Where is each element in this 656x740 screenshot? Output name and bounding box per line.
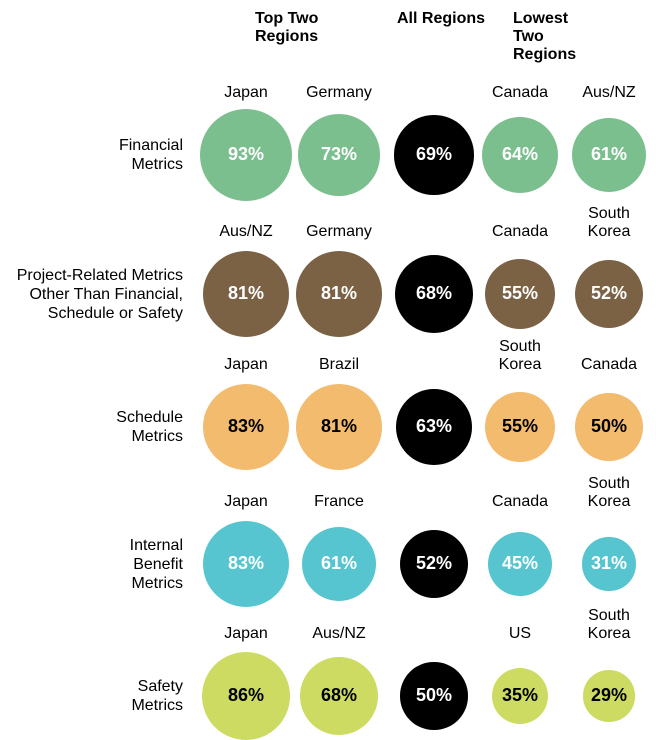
- bubble: 86%: [201, 651, 291, 740]
- bubble: 61%: [571, 117, 647, 193]
- value-label: 52%: [590, 283, 627, 304]
- row-label: Financial Metrics: [118, 137, 183, 173]
- region-label: Germany: [306, 223, 372, 240]
- bubble: 31%: [582, 537, 636, 591]
- value-label: 83%: [227, 416, 264, 437]
- bubble: 81%: [296, 384, 382, 470]
- region-label: South Korea: [587, 475, 631, 510]
- region-label: Japan: [224, 625, 268, 642]
- bubble: 50%: [400, 662, 468, 730]
- row-label: Project-Related Metrics Other Than Finan…: [16, 266, 183, 322]
- row-label: Schedule Metrics: [116, 409, 183, 445]
- value-label: 61%: [320, 553, 357, 574]
- bubble: 83%: [202, 520, 290, 608]
- region-label: South Korea: [587, 607, 631, 642]
- value-label: 55%: [501, 283, 538, 304]
- bubble: 69%: [394, 115, 474, 195]
- value-label: 52%: [415, 553, 452, 574]
- value-label: 31%: [590, 553, 627, 574]
- value-label: 45%: [501, 553, 538, 574]
- bubble: 45%: [488, 532, 552, 596]
- region-label: US: [508, 625, 532, 642]
- value-label: 61%: [590, 144, 627, 165]
- bubble: 81%: [296, 251, 382, 337]
- bubble: 68%: [394, 254, 474, 334]
- value-label: 64%: [501, 144, 538, 165]
- value-label: 81%: [320, 283, 357, 304]
- bubble: 81%: [203, 251, 289, 337]
- value-label: 35%: [501, 685, 538, 706]
- region-label: South Korea: [498, 338, 542, 373]
- region-label: South Korea: [587, 205, 631, 240]
- value-label: 68%: [320, 685, 357, 706]
- bubble: 52%: [574, 259, 644, 329]
- value-label: 81%: [227, 283, 264, 304]
- bubble: 64%: [481, 116, 559, 194]
- value-label: 86%: [227, 685, 264, 706]
- value-label: 50%: [415, 685, 452, 706]
- region-label: Germany: [306, 84, 372, 101]
- bubble: 50%: [575, 393, 643, 461]
- bubble: 55%: [484, 258, 556, 330]
- bubble: 55%: [484, 391, 556, 463]
- bubble: 63%: [396, 389, 472, 465]
- value-label: 68%: [415, 283, 452, 304]
- column-header: Top Two Regions: [255, 10, 319, 45]
- region-label: Japan: [224, 356, 268, 373]
- bubble: 29%: [583, 670, 635, 722]
- bubble: 52%: [399, 529, 469, 599]
- value-label: 55%: [501, 416, 538, 437]
- bubble: 83%: [202, 383, 290, 471]
- region-label: Japan: [224, 84, 268, 101]
- bubble: 68%: [299, 656, 379, 736]
- region-label: Aus/NZ: [219, 223, 273, 240]
- bubble: 35%: [491, 667, 549, 725]
- region-label: Canada: [491, 84, 549, 101]
- region-label: Canada: [491, 223, 549, 240]
- value-label: 73%: [320, 144, 357, 165]
- row-label: Safety Metrics: [131, 678, 183, 714]
- region-label: Aus/NZ: [582, 84, 636, 101]
- bubble: 93%: [199, 108, 292, 201]
- region-label: France: [314, 493, 364, 510]
- column-header: All Regions: [397, 10, 486, 27]
- region-label: Brazil: [318, 356, 359, 373]
- value-label: 63%: [415, 416, 452, 437]
- bubble: 73%: [298, 114, 380, 196]
- value-label: 93%: [227, 144, 264, 165]
- row-label: Internal Benefit Metrics: [129, 536, 183, 592]
- bubble: 61%: [301, 526, 377, 602]
- region-label: Canada: [491, 493, 549, 510]
- value-label: 50%: [590, 416, 627, 437]
- region-label: Aus/NZ: [312, 625, 366, 642]
- region-label: Japan: [224, 493, 268, 510]
- value-label: 81%: [320, 416, 357, 437]
- column-header: Lowest Two Regions: [513, 10, 577, 63]
- value-label: 29%: [590, 685, 627, 706]
- value-label: 83%: [227, 553, 264, 574]
- region-label: Canada: [580, 356, 638, 373]
- value-label: 69%: [415, 144, 452, 165]
